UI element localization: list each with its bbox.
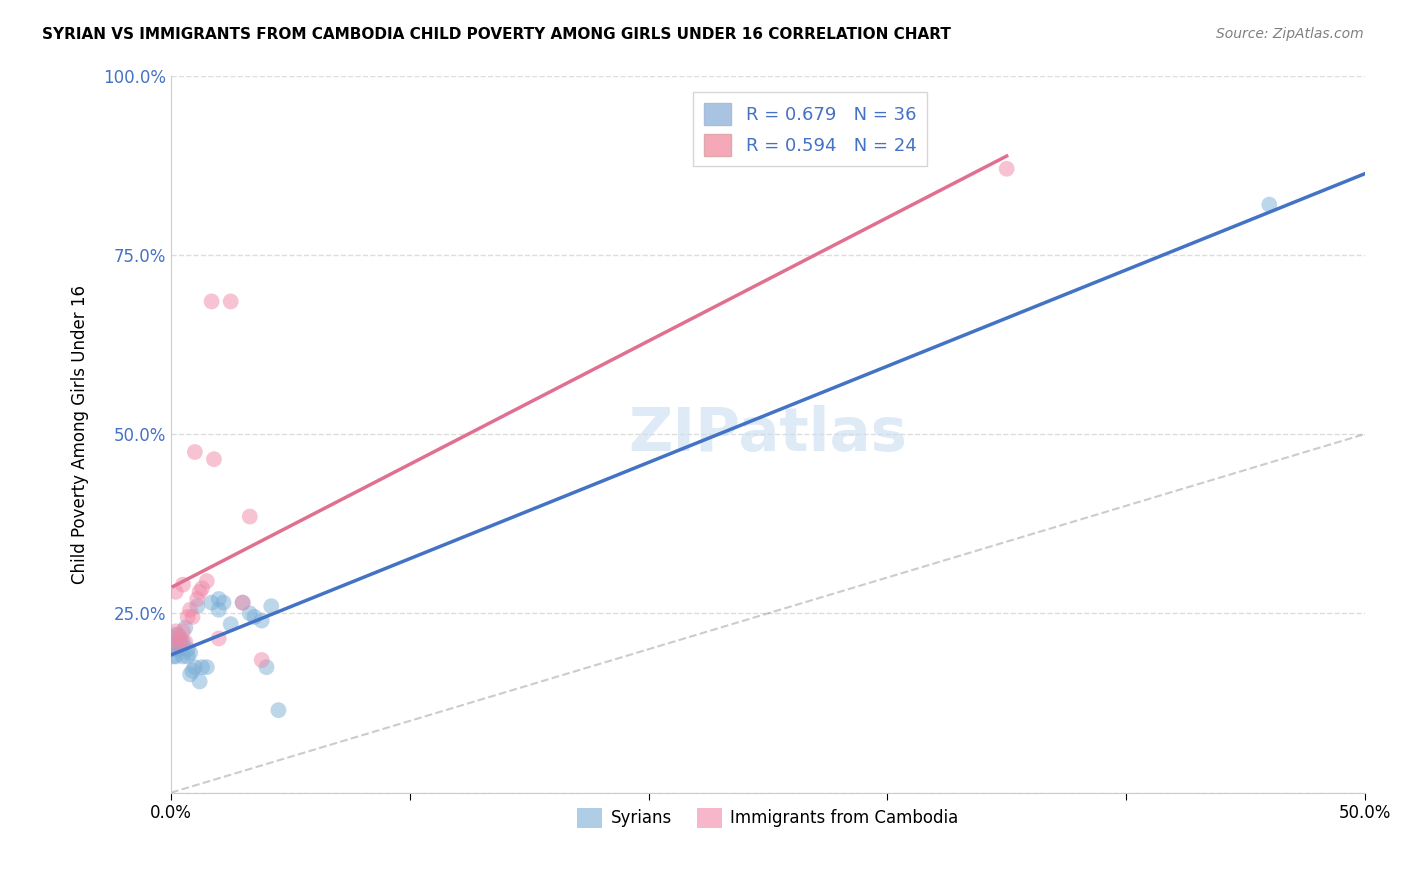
Point <box>169 635 191 649</box>
Point <box>172 624 194 639</box>
Point <box>250 614 273 628</box>
Point <box>165 628 187 642</box>
Point <box>174 621 197 635</box>
Point <box>184 660 207 674</box>
Point <box>179 667 201 681</box>
Point <box>1258 197 1281 211</box>
Point <box>169 635 191 649</box>
Point <box>162 635 184 649</box>
Point <box>165 585 187 599</box>
Point <box>177 642 200 657</box>
Point <box>219 294 242 309</box>
Point <box>184 445 207 459</box>
Point <box>208 592 231 607</box>
Y-axis label: Child Poverty Among Girls Under 16: Child Poverty Among Girls Under 16 <box>72 285 89 583</box>
Point <box>260 599 283 614</box>
Point <box>174 635 197 649</box>
Point <box>191 581 214 595</box>
Point <box>186 592 208 607</box>
Point <box>177 610 200 624</box>
Point <box>181 610 204 624</box>
Point <box>250 653 273 667</box>
Point <box>208 603 231 617</box>
Text: Source: ZipAtlas.com: Source: ZipAtlas.com <box>1216 27 1364 41</box>
Point <box>239 509 262 524</box>
Point <box>195 660 218 674</box>
Point <box>191 660 214 674</box>
Point <box>162 642 184 657</box>
Point <box>172 577 194 591</box>
Point <box>179 646 201 660</box>
Point <box>186 599 208 614</box>
Point <box>267 703 290 717</box>
Point <box>202 452 225 467</box>
Point <box>165 635 187 649</box>
Point <box>243 610 266 624</box>
Text: SYRIAN VS IMMIGRANTS FROM CAMBODIA CHILD POVERTY AMONG GIRLS UNDER 16 CORRELATIO: SYRIAN VS IMMIGRANTS FROM CAMBODIA CHILD… <box>42 27 950 42</box>
Point <box>167 639 190 653</box>
Point <box>181 664 204 678</box>
Point <box>188 585 211 599</box>
Point <box>188 674 211 689</box>
Point <box>195 574 218 588</box>
Text: ZIPatlas: ZIPatlas <box>628 405 907 464</box>
Point <box>172 649 194 664</box>
Point <box>239 607 262 621</box>
Point <box>232 596 254 610</box>
Point <box>162 649 184 664</box>
Point <box>208 632 231 646</box>
Point <box>165 649 187 664</box>
Point <box>172 635 194 649</box>
Point <box>256 660 278 674</box>
Point <box>232 596 254 610</box>
Point <box>179 603 201 617</box>
Point <box>162 632 184 646</box>
Point <box>169 632 191 646</box>
Point <box>200 596 222 610</box>
Point <box>219 617 242 632</box>
Point <box>165 624 187 639</box>
Point <box>995 161 1018 176</box>
Point <box>212 596 235 610</box>
Point <box>167 642 190 657</box>
Point <box>177 649 200 664</box>
Point <box>200 294 222 309</box>
Point <box>167 628 190 642</box>
Legend: Syrians, Immigrants from Cambodia: Syrians, Immigrants from Cambodia <box>571 801 965 835</box>
